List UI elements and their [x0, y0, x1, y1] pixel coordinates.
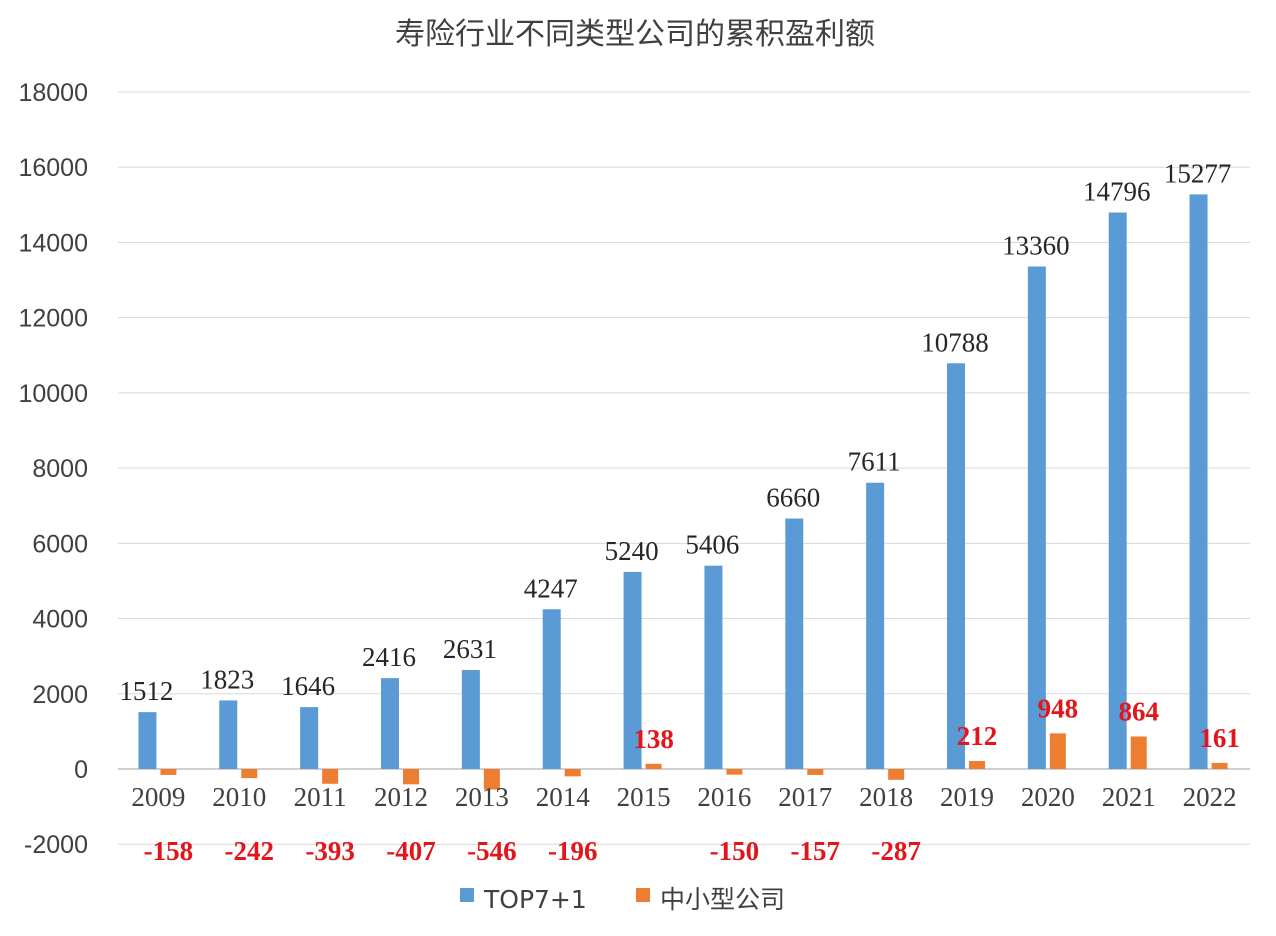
- bar-small-2018: [888, 769, 905, 780]
- legend-swatch-top7: [460, 888, 474, 902]
- bar-top7-2021: [1108, 212, 1127, 770]
- data-label-top7: 10788: [921, 327, 989, 357]
- bar-top7-2013: [461, 670, 480, 769]
- x-tick-label: 2018: [859, 782, 913, 812]
- data-label-top7: 14796: [1083, 177, 1151, 207]
- data-label-small: -150: [710, 836, 760, 866]
- x-tick-label: 2022: [1183, 782, 1237, 812]
- x-tick-label: 2016: [697, 782, 751, 812]
- bar-top7-2012: [381, 678, 399, 769]
- bar-small-2017: [807, 769, 824, 775]
- y-tick-label: 2000: [32, 681, 88, 709]
- legend-swatch-small: [636, 888, 650, 902]
- bar-top7-2019: [947, 363, 965, 769]
- bar-small-2016: [726, 769, 743, 775]
- x-tick-label: 2013: [455, 782, 509, 812]
- y-tick-label: 18000: [18, 79, 88, 107]
- bar-top7-2014: [542, 609, 561, 769]
- bar-top7-2010: [219, 700, 238, 769]
- bar-top7-2009: [138, 712, 157, 769]
- data-label-top7: 5406: [685, 530, 739, 560]
- x-tick-label: 2017: [778, 782, 832, 812]
- x-tick-label: 2012: [374, 782, 428, 812]
- data-label-small: 212: [957, 721, 998, 751]
- data-label-small: -242: [225, 836, 275, 866]
- bar-top7-2018: [866, 482, 885, 769]
- bar-top7-2016: [704, 565, 723, 769]
- y-tick-label: 16000: [18, 154, 88, 182]
- bar-small-2020: [1049, 733, 1066, 769]
- bar-top7-2017: [785, 518, 804, 769]
- y-tick-label: 14000: [18, 229, 88, 257]
- bar-small-2009: [160, 769, 177, 775]
- x-tick-label: 2015: [617, 782, 671, 812]
- y-tick-label: -2000: [24, 831, 88, 859]
- chart-title: 寿险行业不同类型公司的累积盈利额: [395, 17, 875, 52]
- data-label-small: -196: [548, 836, 598, 866]
- bar-small-2022: [1211, 762, 1228, 769]
- bar-small-2014: [564, 769, 581, 777]
- data-label-small: 864: [1118, 697, 1159, 727]
- bar-top7-2011: [300, 707, 319, 769]
- x-tick-label: 2019: [940, 782, 994, 812]
- bar-small-2021: [1130, 736, 1147, 769]
- x-tick-label: 2020: [1021, 782, 1075, 812]
- data-label-small: 138: [633, 724, 674, 754]
- data-label-top7: 2416: [362, 642, 416, 672]
- bar-top7-2015: [623, 571, 642, 769]
- x-tick-label: 2014: [536, 782, 591, 812]
- y-tick-label: 10000: [18, 380, 88, 408]
- y-tick-label: 8000: [32, 455, 88, 483]
- x-tick-label: 2021: [1102, 782, 1156, 812]
- data-label-small: 161: [1199, 723, 1240, 753]
- bar-small-2011: [322, 769, 339, 784]
- legend-label-top7: TOP7+1: [483, 885, 587, 914]
- legend: TOP7+1 中小型公司: [460, 885, 785, 914]
- x-tick-label: 2011: [294, 782, 347, 812]
- data-label-top7: 1512: [119, 676, 173, 706]
- data-label-top7: 13360: [1002, 231, 1070, 261]
- data-label-top7: 6660: [766, 483, 820, 513]
- bar-small-2013: [483, 769, 500, 790]
- data-label-small: -158: [144, 836, 194, 866]
- bar-small-2010: [241, 769, 258, 779]
- data-label-top7: 1646: [281, 671, 335, 701]
- data-label-small: -393: [305, 836, 355, 866]
- y-tick-label: 6000: [32, 530, 88, 558]
- data-label-top7: 7611: [848, 447, 901, 477]
- bar-top7-2022: [1189, 194, 1208, 770]
- legend-label-small: 中小型公司: [660, 885, 785, 914]
- data-label-small: 948: [1038, 693, 1079, 723]
- data-label-small: -287: [871, 836, 921, 866]
- bar-small-2012: [403, 769, 419, 785]
- bar-small-2019: [969, 761, 985, 769]
- y-tick-label: 0: [74, 756, 88, 784]
- data-label-top7: 4247: [524, 573, 578, 603]
- bar-small-2015: [645, 763, 662, 769]
- data-label-small: -157: [791, 836, 841, 866]
- data-label-top7: 1823: [200, 664, 254, 694]
- x-tick-label: 2010: [212, 782, 266, 812]
- data-label-top7: 5240: [605, 536, 659, 566]
- data-label-small: -407: [386, 836, 436, 866]
- data-label-small: -546: [467, 836, 517, 866]
- bar-top7-2020: [1027, 266, 1046, 769]
- x-tick-label: 2009: [131, 782, 185, 812]
- y-tick-label: 12000: [18, 305, 88, 333]
- data-label-top7: 15277: [1164, 158, 1232, 188]
- y-tick-label: 4000: [32, 606, 88, 634]
- data-label-top7: 2631: [443, 634, 497, 664]
